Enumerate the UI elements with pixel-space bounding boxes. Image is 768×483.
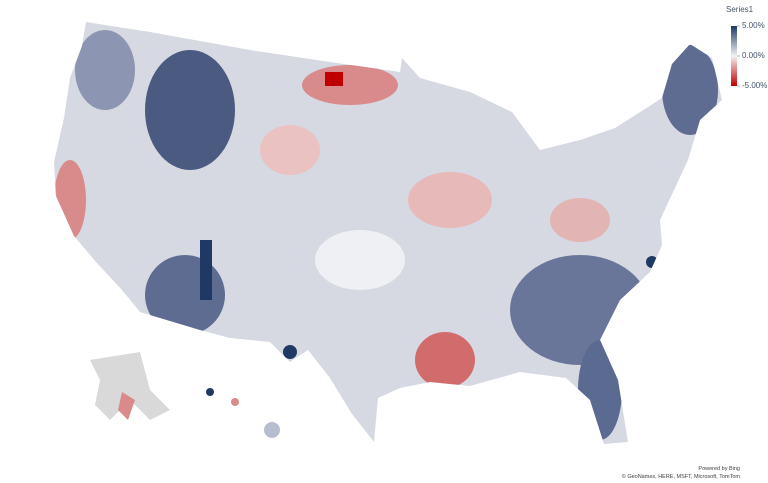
attribution-provider: Powered by Bing [698,466,740,472]
region-plains [315,230,405,290]
hawaii-island [231,398,239,406]
alaska-south [118,392,135,420]
region-northwest [145,50,235,170]
hawaii [206,388,280,438]
region-wyoming [260,125,320,175]
region-northeast [662,45,718,135]
legend-tick-label: 5.00% [742,21,765,30]
region-appalachia [550,198,610,242]
region-southeast [510,255,650,365]
region-nevada-strip [200,240,212,300]
alaska [90,352,170,420]
hawaii-island [264,422,280,438]
region-washington [75,30,135,110]
legend-tick-label: 0.00% [742,51,765,60]
legend-ticks: 5.00% 0.00% -5.00% [737,21,767,90]
region-midwest [408,172,492,228]
region-louisiana [415,332,475,388]
region-florida [578,340,622,440]
region-california [54,160,86,240]
legend-title: Series1 [726,5,754,14]
region-carolina-spot [646,256,658,268]
region-dakota-core [325,72,343,86]
legend-tick-label: -5.00% [742,81,767,90]
region-arizona [145,255,225,335]
attribution-sources: © GeoNames, HERE, MSFT, Microsoft, TomTo… [622,473,741,480]
region-texas-spot [283,345,297,359]
hawaii-island [206,388,214,396]
legend-color-bar [731,26,737,86]
region-dakota [302,65,398,105]
